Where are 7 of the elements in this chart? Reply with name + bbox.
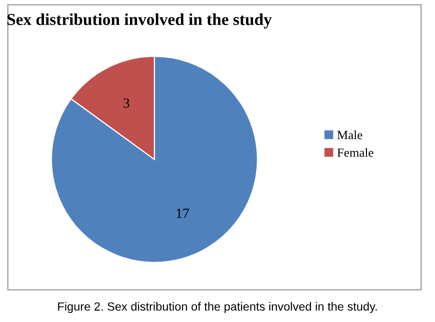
pie-slice (50, 56, 258, 263)
legend-label: Female (337, 148, 374, 157)
data-label: 17 (176, 208, 190, 218)
chart-title: Sex distribution involved in the study (7, 13, 272, 29)
legend-label: Male (337, 130, 362, 140)
data-label: 3 (124, 98, 130, 108)
caption: Figure 2. Sex distribution of the patients involved in the study. (58, 302, 377, 314)
